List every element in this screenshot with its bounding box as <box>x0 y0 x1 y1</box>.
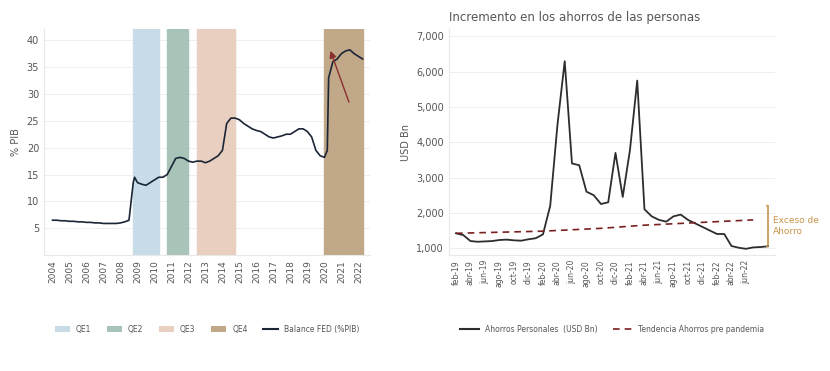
Y-axis label: % PIB: % PIB <box>11 128 21 156</box>
Bar <box>197 29 235 255</box>
Y-axis label: USD Bn: USD Bn <box>401 124 411 161</box>
Text: Exceso de
Ahorro: Exceso de Ahorro <box>773 216 818 236</box>
Legend: QE1, QE2, QE3, QE4, Balance FED (%PIB): QE1, QE2, QE3, QE4, Balance FED (%PIB) <box>51 322 363 337</box>
Bar <box>325 29 363 255</box>
Bar <box>134 29 159 255</box>
Legend: Ahorros Personales  (USD Bn), Tendencia Ahorros pre pandemia: Ahorros Personales (USD Bn), Tendencia A… <box>457 322 767 337</box>
Bar <box>167 29 188 255</box>
Text: Incremento en los ahorros de las personas: Incremento en los ahorros de las persona… <box>449 11 700 24</box>
